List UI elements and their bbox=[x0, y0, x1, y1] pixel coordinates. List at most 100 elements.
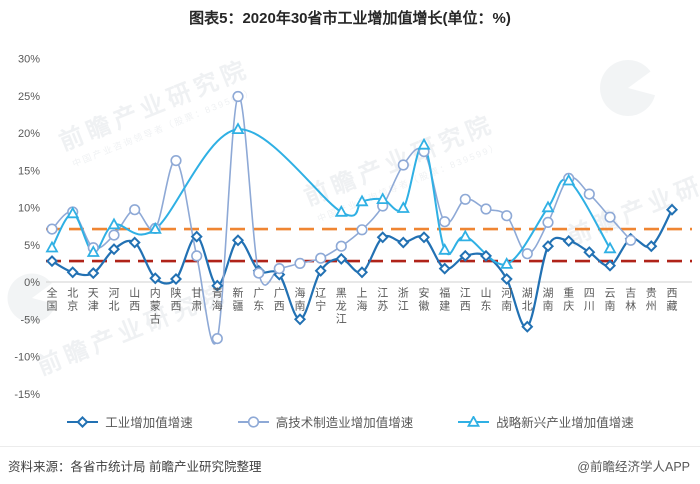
x-axis-label: 天津 bbox=[86, 287, 99, 313]
legend-marker-circle-icon bbox=[237, 415, 269, 428]
x-axis-label: 北京 bbox=[65, 287, 78, 313]
x-axis-label: 西藏 bbox=[665, 287, 677, 313]
data-point bbox=[459, 249, 472, 262]
data-point bbox=[335, 240, 347, 252]
data-point bbox=[107, 217, 121, 230]
data-point bbox=[169, 272, 183, 286]
y-tick-label: 25% bbox=[18, 91, 40, 103]
source-note: 资料来源：各省市统计局 前瞻产业研究院整理 bbox=[8, 460, 262, 474]
data-point bbox=[334, 204, 348, 217]
y-tick-label: 30% bbox=[18, 54, 40, 66]
data-point bbox=[603, 259, 617, 272]
x-axis-label: 河北 bbox=[107, 287, 119, 313]
data-point bbox=[107, 243, 121, 256]
data-point bbox=[148, 222, 162, 234]
data-point bbox=[541, 200, 555, 213]
data-point bbox=[231, 122, 245, 134]
data-point bbox=[149, 272, 162, 285]
data-point bbox=[273, 263, 285, 275]
x-axis-label: 青海 bbox=[210, 287, 223, 313]
data-point bbox=[500, 272, 513, 286]
data-point bbox=[665, 203, 679, 216]
x-axis-label: 重庆 bbox=[561, 287, 574, 313]
legend-marker-diamond-icon bbox=[67, 415, 99, 428]
x-axis-label: 江西 bbox=[458, 287, 471, 313]
data-point bbox=[170, 155, 182, 167]
data-point bbox=[76, 415, 89, 428]
x-axis-label: 四川 bbox=[582, 287, 595, 313]
data-point bbox=[86, 245, 100, 257]
data-point bbox=[66, 266, 79, 279]
data-point bbox=[458, 229, 472, 242]
data-point bbox=[541, 240, 555, 253]
x-axis-label: 广东 bbox=[251, 287, 264, 313]
data-point bbox=[521, 320, 534, 333]
data-point bbox=[562, 234, 575, 248]
y-tick-label: 20% bbox=[18, 128, 40, 140]
data-point bbox=[438, 242, 452, 255]
x-axis-label: 山西 bbox=[127, 287, 140, 313]
data-point bbox=[603, 241, 617, 254]
data-point bbox=[45, 240, 59, 253]
x-axis-label: 云南 bbox=[603, 287, 615, 313]
data-point bbox=[438, 262, 451, 275]
credit-note: @前瞻经济学人APP bbox=[577, 460, 690, 474]
data-point bbox=[500, 257, 514, 269]
y-tick-label: 15% bbox=[18, 165, 40, 177]
legend: 工业增加值增速 高技术制造业增加值增速 战略新兴产业增加值增速 bbox=[0, 412, 700, 431]
data-point bbox=[625, 234, 637, 246]
legend-item: 高技术制造业增加值增速 bbox=[237, 412, 414, 431]
data-point bbox=[315, 252, 327, 264]
data-point bbox=[583, 188, 595, 200]
data-point bbox=[314, 264, 327, 277]
x-axis-label: 陕西 bbox=[169, 287, 181, 313]
data-point bbox=[542, 216, 554, 228]
data-point bbox=[501, 210, 513, 222]
y-tick-label: -15% bbox=[14, 389, 40, 401]
x-axis-label: 新疆 bbox=[231, 287, 243, 313]
data-point bbox=[376, 231, 389, 244]
x-axis-label: 海南 bbox=[293, 287, 305, 313]
data-point bbox=[355, 194, 369, 207]
legend-label: 战略新兴产业增加值增速 bbox=[496, 416, 634, 430]
x-axis-label: 全国 bbox=[45, 287, 57, 313]
x-axis-label: 甘肃 bbox=[189, 287, 202, 313]
data-point bbox=[211, 279, 224, 292]
data-point bbox=[66, 206, 80, 219]
data-point bbox=[232, 90, 244, 103]
x-axis-label: 福建 bbox=[437, 287, 450, 313]
legend-label: 工业增加值增速 bbox=[105, 416, 193, 430]
data-point bbox=[397, 159, 409, 171]
data-point bbox=[439, 216, 451, 228]
data-point bbox=[293, 313, 307, 326]
x-axis-label: 湖北 bbox=[520, 287, 533, 313]
data-point bbox=[355, 266, 369, 279]
data-point bbox=[480, 203, 492, 215]
data-point bbox=[211, 333, 223, 345]
x-axis-label: 湖南 bbox=[541, 287, 553, 313]
data-point bbox=[396, 201, 410, 213]
data-point bbox=[645, 240, 658, 253]
x-axis-label: 吉林 bbox=[623, 287, 636, 313]
data-point bbox=[191, 250, 203, 262]
data-point bbox=[335, 252, 348, 265]
data-point bbox=[397, 236, 410, 249]
data-point bbox=[129, 204, 141, 216]
data-point bbox=[247, 415, 259, 428]
data-point bbox=[190, 230, 203, 243]
y-tick-label: -5% bbox=[20, 314, 40, 326]
x-axis-label: 浙江 bbox=[396, 287, 409, 313]
data-point bbox=[128, 236, 141, 249]
data-point bbox=[356, 224, 368, 236]
data-point bbox=[294, 257, 306, 270]
data-point bbox=[562, 173, 576, 186]
data-point bbox=[376, 192, 390, 204]
data-point bbox=[108, 229, 120, 241]
x-axis-label: 江苏 bbox=[375, 287, 388, 313]
data-point bbox=[87, 267, 100, 280]
legend-label: 高技术制造业增加值增速 bbox=[275, 416, 414, 430]
x-axis-label: 广西 bbox=[272, 287, 285, 313]
data-point bbox=[521, 248, 533, 260]
legend-item: 战略新兴产业增加值增速 bbox=[457, 412, 634, 431]
y-tick-label: 5% bbox=[24, 240, 40, 252]
